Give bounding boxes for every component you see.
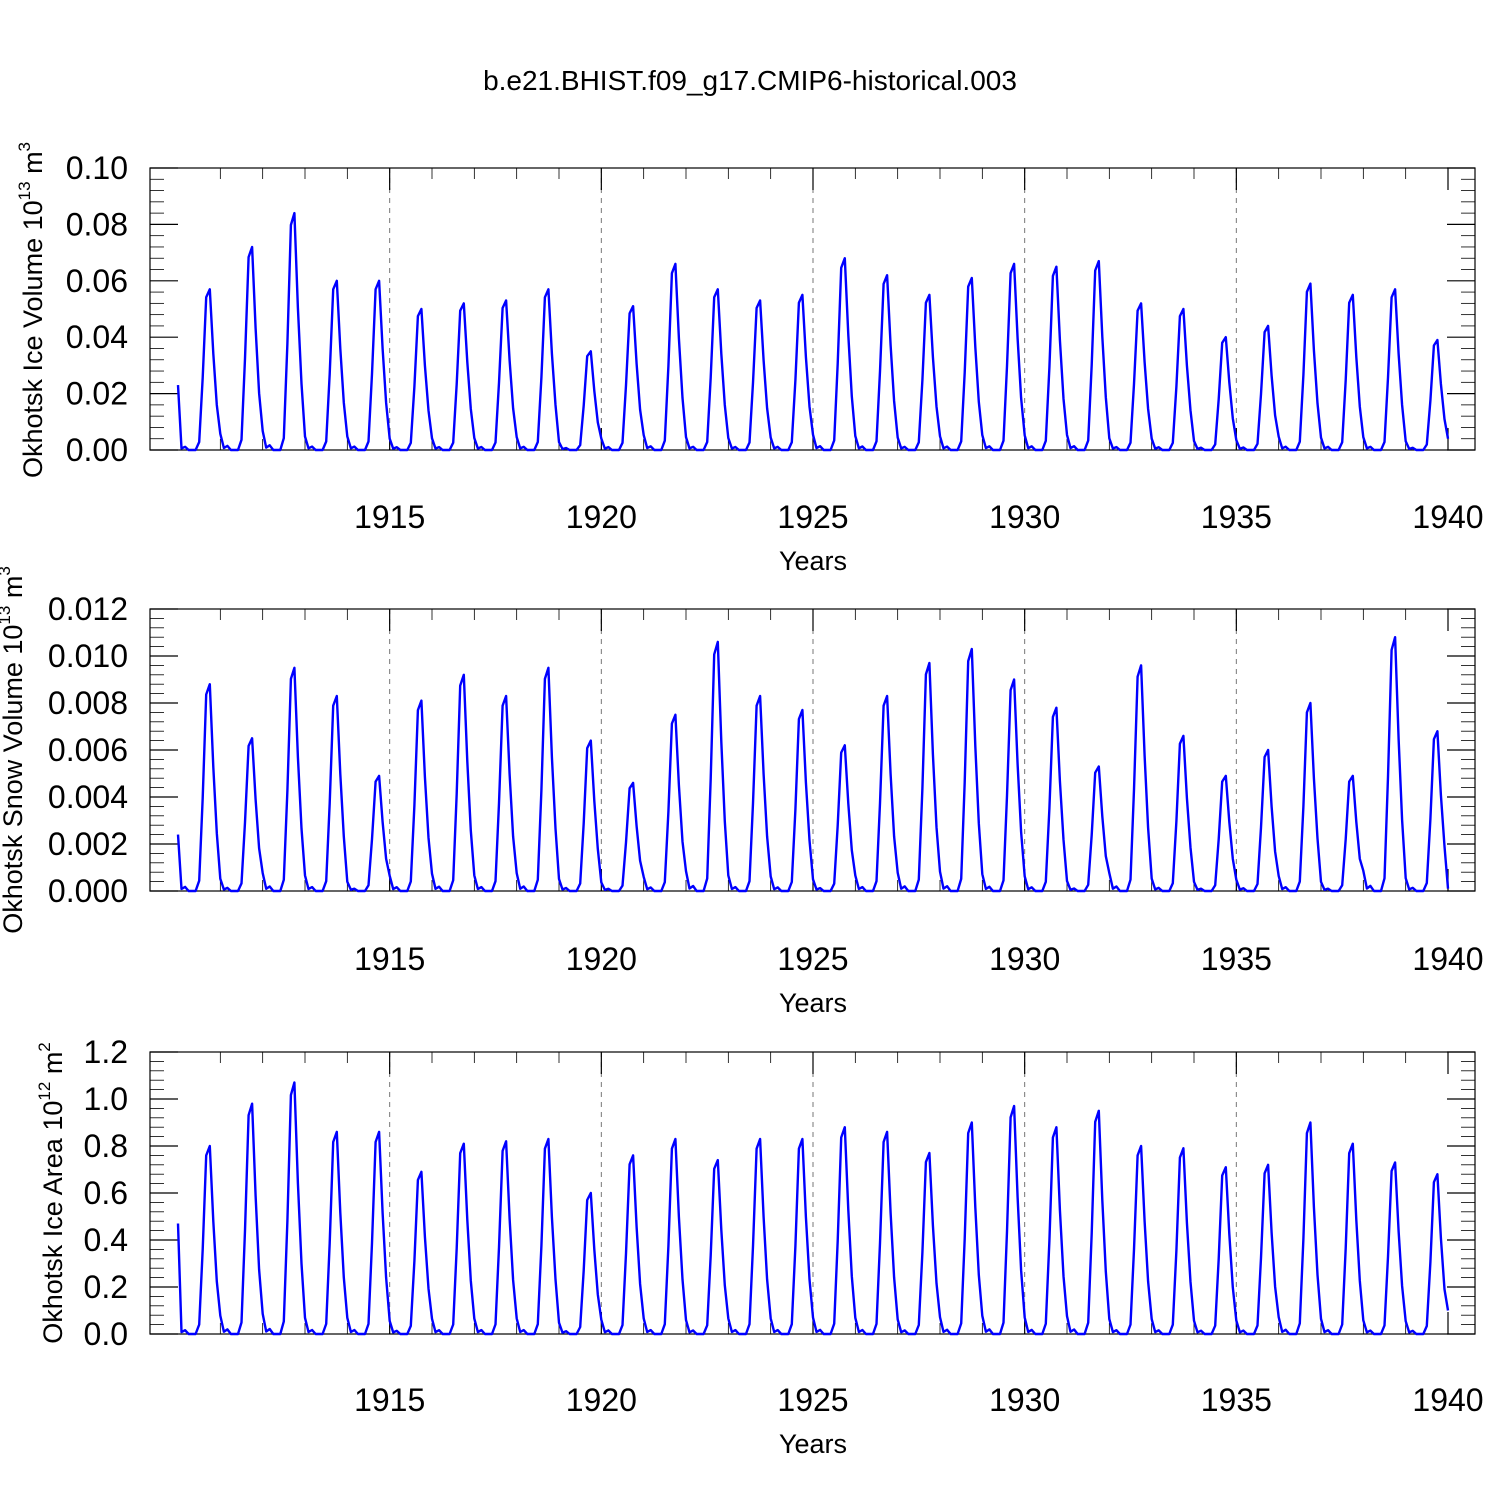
- ytick-label: 0.8: [84, 1128, 128, 1164]
- xtick-label: 1930: [989, 1382, 1060, 1418]
- xtick-label: 1915: [354, 1382, 425, 1418]
- ytick-label: 0.002: [48, 826, 128, 862]
- ytick-label: 0.006: [48, 732, 128, 768]
- figure-title: b.e21.BHIST.f09_g17.CMIP6-historical.003: [483, 65, 1017, 96]
- ytick-label: 1.2: [84, 1034, 128, 1070]
- ytick-label: 0.2: [84, 1269, 128, 1305]
- xtick-label: 1920: [566, 1382, 637, 1418]
- ytick-label: 0.000: [48, 873, 128, 909]
- ytick-label: 0.4: [84, 1222, 128, 1258]
- xtick-label: 1915: [354, 941, 425, 977]
- ytick-label: 0.08: [66, 206, 128, 242]
- panel-ice-volume: Okhotsk Ice Volume 1013 m3 Years 0.00 0.0…: [15, 142, 1484, 576]
- xtick-label: 1925: [777, 941, 848, 977]
- xtick-label: 1935: [1201, 1382, 1272, 1418]
- xtick-label: 1930: [989, 941, 1060, 977]
- xtick-label: 1930: [989, 499, 1060, 535]
- ytick-label: 1.0: [84, 1081, 128, 1117]
- xtick-label: 1920: [566, 499, 637, 535]
- ytick-label: 0.06: [66, 263, 128, 299]
- xtick-label: 1925: [777, 1382, 848, 1418]
- series-line-ice-volume: [176, 211, 1450, 452]
- xtick-label: 1925: [777, 499, 848, 535]
- xtick-label: 1940: [1412, 499, 1483, 535]
- panel-ice-area: Okhotsk Ice Area 1012 m2 Years 0.0 0.2 0.4…: [35, 1034, 1484, 1459]
- ytick-label: 0.10: [66, 150, 128, 186]
- ytick-label: 0.012: [48, 591, 128, 627]
- ytick-label: 0.00: [66, 432, 128, 468]
- xtick-label: 1920: [566, 941, 637, 977]
- ytick-label: 0.0: [84, 1316, 128, 1352]
- ytick-label: 0.004: [48, 779, 128, 815]
- xtick-label: 1940: [1412, 1382, 1483, 1418]
- series-line-snow-volume: [176, 636, 1450, 893]
- xtick-label: 1935: [1201, 499, 1272, 535]
- ytick-label: 0.04: [66, 319, 128, 355]
- xtick-label: 1935: [1201, 941, 1272, 977]
- series-line-ice-area: [176, 1081, 1450, 1336]
- ylabel-snow-volume: Okhotsk Snow Volume 1013 m3: [0, 566, 28, 934]
- xtick-label: 1915: [354, 499, 425, 535]
- ylabel-ice-area: Okhotsk Ice Area 1012 m2: [35, 1042, 68, 1344]
- xlabel-ice-volume: Years: [779, 546, 847, 576]
- panel-snow-volume: Okhotsk Snow Volume 1013 m3 Years 0.000 0…: [0, 566, 1484, 1018]
- ytick-label: 0.6: [84, 1175, 128, 1211]
- ytick-label: 0.02: [66, 376, 128, 412]
- xtick-label: 1940: [1412, 941, 1483, 977]
- ytick-label: 0.008: [48, 685, 128, 721]
- ylabel-ice-volume: Okhotsk Ice Volume 1013 m3: [15, 142, 48, 478]
- xlabel-snow-volume: Years: [779, 988, 847, 1018]
- xlabel-ice-area: Years: [779, 1429, 847, 1459]
- ytick-label: 0.010: [48, 638, 128, 674]
